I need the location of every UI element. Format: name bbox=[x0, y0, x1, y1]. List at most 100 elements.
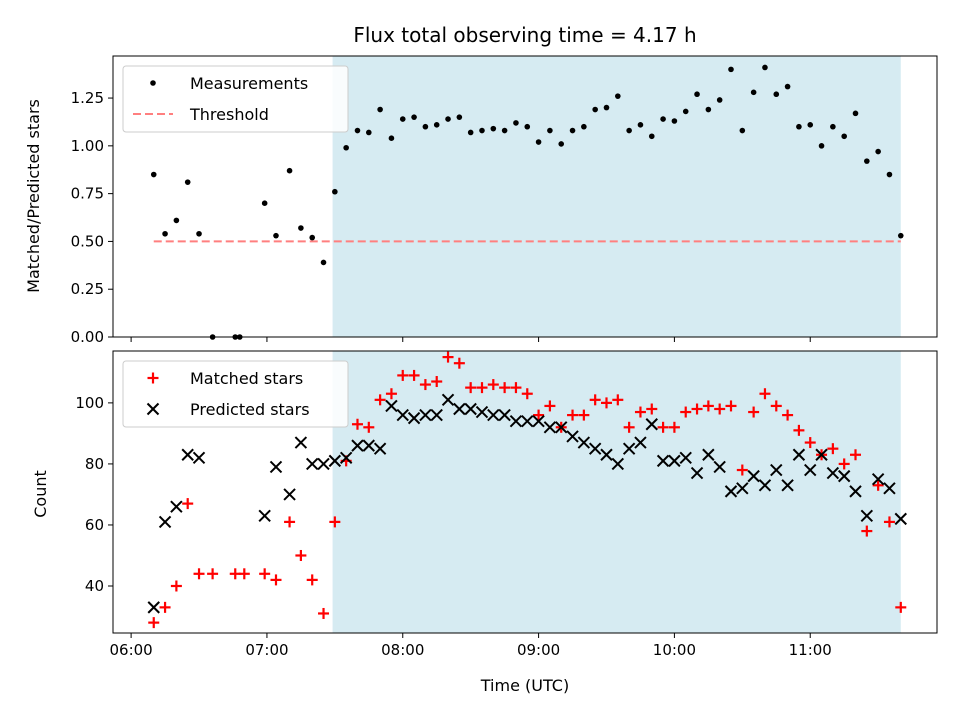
matched-star-point bbox=[207, 568, 219, 580]
predicted-star-point bbox=[269, 460, 283, 474]
matched-star-point bbox=[521, 388, 533, 400]
measurement-point bbox=[535, 139, 542, 145]
matched-star-point bbox=[861, 525, 873, 537]
predicted-star-point bbox=[622, 442, 636, 455]
predicted-star-point bbox=[792, 448, 806, 461]
legend-label: Threshold bbox=[189, 105, 269, 124]
predicted-star-point bbox=[736, 482, 749, 495]
matched-star-point bbox=[453, 357, 465, 369]
measurement-point bbox=[196, 230, 202, 237]
predicted-star-point bbox=[747, 469, 760, 483]
matched-star-point bbox=[793, 424, 805, 436]
predicted-star-point bbox=[690, 466, 704, 480]
predicted-star-point bbox=[656, 454, 670, 468]
matched-star-point bbox=[612, 394, 624, 406]
matched-star-point bbox=[702, 400, 714, 412]
predicted-star-point bbox=[158, 515, 172, 529]
measurement-point bbox=[320, 259, 327, 266]
data-points bbox=[150, 64, 904, 340]
measurement-point bbox=[150, 171, 157, 178]
measurement-point bbox=[841, 133, 847, 140]
measurement-point bbox=[818, 143, 825, 149]
predicted-star-point bbox=[804, 463, 817, 477]
matched-star-point bbox=[385, 388, 397, 400]
x-tick-label: 11:00 bbox=[789, 641, 832, 659]
predicted-star-point bbox=[543, 421, 557, 434]
matched-star-point bbox=[270, 574, 282, 586]
measurement-point bbox=[728, 66, 734, 73]
predicted-star-point bbox=[588, 442, 602, 455]
predicted-star-point bbox=[713, 460, 726, 474]
predicted-star-point bbox=[351, 439, 364, 452]
predicted-star-point bbox=[894, 512, 907, 526]
measurement-point bbox=[739, 127, 746, 134]
measurement-point bbox=[682, 108, 689, 115]
measurement-point bbox=[592, 106, 598, 113]
matched-star-point bbox=[408, 369, 420, 381]
y-tick-label: 1.25 bbox=[71, 89, 104, 107]
measurement-point bbox=[332, 188, 338, 195]
measurement-point bbox=[897, 232, 904, 239]
shaded-region bbox=[332, 56, 901, 337]
y-tick-label: 1.00 bbox=[71, 137, 104, 155]
matched-star-point bbox=[770, 400, 782, 412]
measurement-point bbox=[547, 127, 553, 134]
y-tick-label: 0.00 bbox=[71, 328, 104, 346]
y-tick-label: 0.75 bbox=[71, 185, 104, 203]
measurement-point bbox=[875, 148, 881, 155]
matched-star-point bbox=[895, 601, 907, 613]
matched-star-point bbox=[725, 400, 737, 412]
measurement-point bbox=[648, 133, 655, 140]
predicted-star-point bbox=[555, 421, 568, 434]
matched-star-point bbox=[284, 516, 296, 528]
predicted-star-point bbox=[475, 405, 489, 419]
predicted-star-point bbox=[837, 469, 851, 483]
measurement-point bbox=[388, 135, 395, 141]
matched-star-point bbox=[159, 601, 171, 613]
measurement-point bbox=[807, 122, 814, 128]
matched-star-point bbox=[499, 382, 511, 394]
legend-marker-matched bbox=[147, 372, 159, 384]
predicted-star-point bbox=[770, 463, 783, 477]
predicted-star-point bbox=[339, 451, 353, 465]
predicted-star-point bbox=[317, 457, 330, 471]
legend: Matched stars Predicted stars bbox=[122, 360, 349, 428]
matched-star-point bbox=[193, 568, 205, 580]
y-tick-label: 60 bbox=[85, 516, 104, 534]
measurement-point bbox=[298, 225, 304, 231]
plot-frame bbox=[112, 55, 938, 338]
matched-star-point bbox=[748, 406, 760, 418]
measurement-point bbox=[173, 217, 180, 224]
measurement-point bbox=[796, 123, 802, 130]
y-tick-label: 40 bbox=[85, 577, 104, 595]
matched-star-point bbox=[567, 409, 579, 421]
measurement-point bbox=[524, 123, 531, 130]
predicted-star-point bbox=[702, 448, 715, 461]
predicted-star-point bbox=[464, 402, 477, 416]
measurement-point bbox=[660, 116, 666, 122]
matched-star-point bbox=[838, 458, 850, 470]
predicted-star-point bbox=[815, 448, 828, 461]
measurement-point bbox=[784, 83, 791, 90]
measurement-point bbox=[762, 64, 768, 71]
matched-star-point bbox=[431, 376, 443, 388]
matched-star-point bbox=[804, 437, 816, 449]
measurement-point bbox=[626, 127, 632, 134]
matched-star-point bbox=[691, 403, 703, 415]
x-tick-label: 10:00 bbox=[653, 641, 696, 659]
predicted-star-point bbox=[430, 408, 443, 422]
matched-star-point bbox=[600, 397, 612, 409]
predicted-star-point bbox=[860, 509, 874, 523]
shaded-region bbox=[332, 351, 901, 633]
matched-star-point bbox=[363, 421, 375, 433]
predicted-star-point bbox=[521, 414, 534, 428]
y-tick-label: 80 bbox=[85, 455, 104, 473]
matched-star-point bbox=[442, 351, 454, 363]
matched-star-point bbox=[589, 394, 601, 406]
measurement-point bbox=[569, 127, 576, 134]
matched-star-point bbox=[510, 382, 522, 394]
matched-star-point bbox=[759, 388, 771, 400]
predicted-star-point bbox=[419, 408, 432, 422]
predicted-star-point bbox=[385, 399, 398, 413]
